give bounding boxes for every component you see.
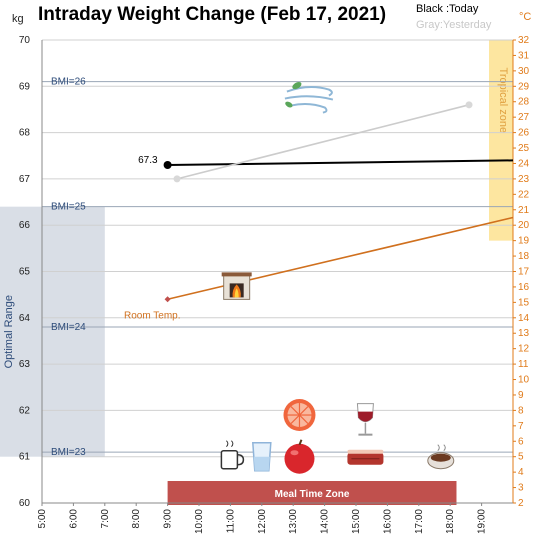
gridlines: BMI=26 BMI=25 BMI=24 BMI=23 [42, 39, 513, 504]
y-tick-label: 64 [19, 313, 31, 324]
y2-tick-label: 17 [518, 267, 530, 278]
y2-tick-label: 28 [518, 97, 530, 108]
y2-tick-label: 29 [518, 81, 530, 92]
y2-tick-label: 21 [518, 205, 530, 216]
y2-tick-label: 31 [518, 50, 530, 61]
series-line-yesterday [176, 104, 470, 180]
y2-tick-label: 16 [518, 282, 530, 293]
tropical-zone-band [489, 40, 513, 241]
x-tick-label: 12:00 [257, 509, 268, 534]
x-tick-label: 6:00 [68, 509, 79, 529]
legend-yesterday: Gray:Yesterday [416, 19, 492, 31]
background-bands: Optimal Range Tropical zone Meal Time Zone [0, 40, 513, 505]
x-tick-label: 18:00 [445, 509, 456, 534]
today-value-label: 67.3 [138, 155, 158, 166]
series-line-room-temp [167, 216, 514, 301]
y2-tick-label: 4 [518, 467, 524, 478]
y2-tick-label: 14 [518, 313, 530, 324]
y2-tick-label: 18 [518, 251, 530, 262]
y2-tick-label: 15 [518, 297, 530, 308]
room-temp-label: Room Temp. [124, 311, 181, 322]
y2-tick-label: 13 [518, 328, 530, 339]
x-tick-label: 15:00 [351, 509, 362, 534]
y-tick-label: 68 [19, 128, 31, 139]
water-glass-icon [251, 441, 272, 472]
wind-icon [284, 81, 334, 114]
axes: 6061626364656667686970234567891011121314… [19, 35, 530, 534]
y2-tick-label: 23 [518, 174, 530, 185]
y2-tick-label: 22 [518, 189, 530, 200]
y2-tick-label: 9 [518, 390, 524, 401]
series-line-today [167, 159, 514, 167]
y-tick-label: 69 [19, 81, 31, 92]
x-tick-label: 5:00 [37, 509, 48, 529]
grapefruit-icon [283, 399, 316, 432]
y-tick-label: 66 [19, 220, 31, 231]
chart-title: Intraday Weight Change (Feb 17, 2021) [38, 4, 386, 25]
bmi-label: BMI=25 [51, 202, 86, 213]
y-tick-label: 70 [19, 35, 31, 46]
y-tick-label: 63 [19, 359, 31, 370]
room-temp-start-point [164, 296, 171, 303]
x-tick-label: 17:00 [414, 509, 425, 534]
y2-tick-label: 24 [518, 158, 530, 169]
today-start-point [163, 161, 172, 170]
x-tick-label: 7:00 [100, 509, 111, 529]
legend-today: Black :Today [416, 3, 479, 15]
y2-tick-label: 19 [518, 236, 530, 247]
optimal-range-band [0, 206, 105, 457]
y2-tick-label: 5 [518, 452, 524, 463]
y2-tick-label: 26 [518, 128, 530, 139]
y2-tick-label: 25 [518, 143, 530, 154]
apple-icon [284, 439, 315, 474]
series-lines: 67.3 Room Temp. [124, 101, 514, 322]
optimal-range-label: Optimal Range [3, 295, 15, 368]
y2-tick-label: 30 [518, 66, 530, 77]
y2-tick-label: 27 [518, 112, 530, 123]
x-tick-label: 8:00 [131, 509, 142, 529]
y2-tick-label: 6 [518, 436, 524, 447]
y-tick-label: 67 [19, 174, 31, 185]
y-tick-label: 61 [19, 452, 31, 463]
meal-time-zone-label: Meal Time Zone [275, 489, 350, 500]
y2-tick-label: 32 [518, 35, 530, 46]
coffee-cup-icon [220, 440, 245, 470]
y2-axis-unit: °C [519, 11, 531, 23]
x-tick-label: 11:00 [225, 509, 236, 534]
y2-tick-label: 20 [518, 220, 530, 231]
yesterday-point [465, 101, 473, 109]
y-tick-label: 65 [19, 267, 31, 278]
y-tick-label: 60 [19, 498, 31, 509]
x-tick-label: 16:00 [382, 509, 393, 534]
meal-time-zone-bar [167, 481, 457, 505]
x-tick-label: 9:00 [163, 509, 174, 529]
bmi-label: BMI=24 [51, 322, 86, 333]
y-tick-label: 62 [19, 405, 31, 416]
y-axis-unit: kg [12, 13, 24, 25]
x-tick-label: 13:00 [288, 509, 299, 534]
y2-tick-label: 7 [518, 421, 524, 432]
y2-tick-label: 8 [518, 405, 524, 416]
tropical-zone-label: Tropical zone [497, 68, 509, 134]
steak-icon [347, 449, 384, 465]
wine-glass-icon [356, 403, 374, 436]
bmi-label: BMI=23 [51, 447, 86, 458]
yesterday-point [173, 175, 181, 183]
x-tick-label: 19:00 [477, 509, 488, 534]
y2-tick-label: 3 [518, 483, 524, 494]
x-tick-label: 14:00 [320, 509, 331, 534]
y2-tick-label: 10 [518, 375, 530, 386]
y2-tick-label: 12 [518, 344, 530, 355]
fireplace-icon [221, 272, 252, 300]
icon-layer [220, 81, 455, 474]
y2-tick-label: 2 [518, 498, 524, 509]
bmi-label: BMI=26 [51, 77, 86, 88]
x-tick-label: 10:00 [194, 509, 205, 534]
y2-tick-label: 11 [518, 359, 529, 370]
hot-drink-bowl-icon [427, 444, 455, 470]
